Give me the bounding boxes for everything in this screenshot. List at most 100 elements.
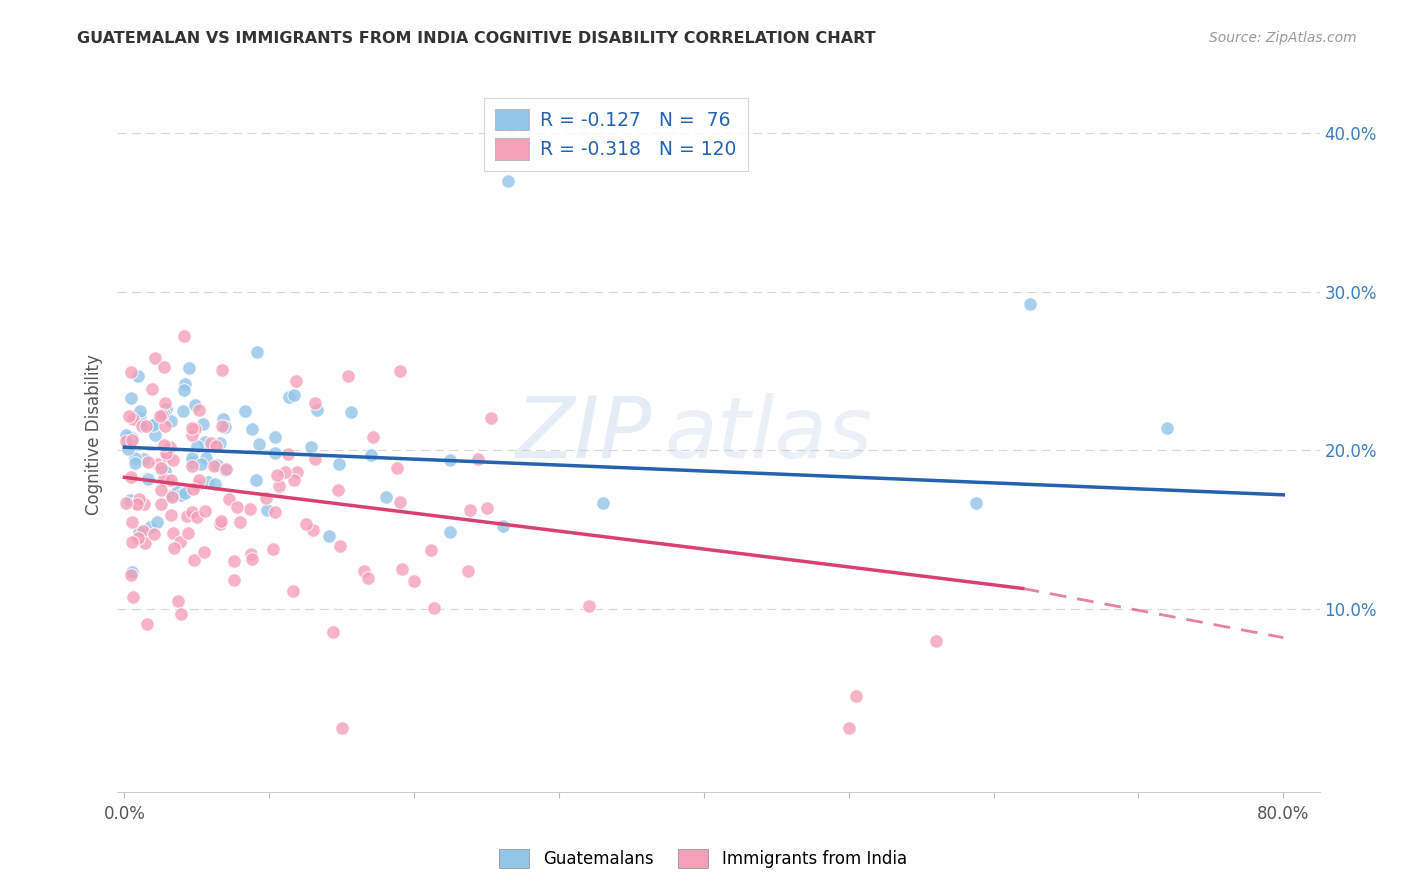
Point [195, 450, 218, 465]
Point [132, 417, 155, 431]
Point [209, 514, 232, 528]
Point [229, 516, 252, 530]
Point [322, 624, 344, 639]
Legend: R = -0.127   N =  76, R = -0.318   N = 120: R = -0.127 N = 76, R = -0.318 N = 120 [484, 97, 748, 171]
Point [150, 408, 173, 422]
Point [134, 536, 156, 550]
Point [330, 721, 353, 735]
Point [159, 508, 181, 522]
Point [150, 483, 173, 497]
Point [226, 500, 249, 515]
Point [121, 515, 143, 529]
Point [207, 458, 229, 472]
Point [149, 497, 172, 511]
Point [139, 520, 162, 534]
Point [284, 374, 307, 388]
Point [267, 479, 290, 493]
Point [174, 485, 197, 500]
Point [375, 490, 398, 504]
Point [247, 437, 270, 451]
Point [357, 571, 380, 585]
Point [336, 369, 359, 384]
Point [211, 363, 233, 377]
Point [121, 434, 143, 448]
Point [115, 427, 138, 442]
Point [340, 405, 363, 419]
Point [197, 475, 219, 490]
Point [194, 504, 217, 518]
Point [148, 457, 170, 471]
Point [391, 561, 413, 575]
Point [388, 364, 411, 378]
Point [180, 428, 202, 442]
Point [262, 541, 284, 556]
Text: GUATEMALAN VS IMMIGRANTS FROM INDIA COGNITIVE DISABILITY CORRELATION CHART: GUATEMALAN VS IMMIGRANTS FROM INDIA COGN… [77, 31, 876, 46]
Point [385, 461, 408, 475]
Point [215, 462, 238, 476]
Point [162, 525, 184, 540]
Point [304, 396, 326, 410]
Point [457, 564, 479, 578]
Point [153, 359, 176, 374]
Point [172, 404, 194, 418]
Point [200, 435, 222, 450]
Point [965, 496, 987, 510]
Point [304, 451, 326, 466]
Point [181, 451, 204, 466]
Point [439, 453, 461, 467]
Point [360, 448, 382, 462]
Point [146, 516, 169, 530]
Point [159, 440, 181, 454]
Point [361, 429, 384, 443]
Point [592, 496, 614, 510]
Point [246, 345, 269, 359]
Point [120, 567, 142, 582]
Point [167, 594, 190, 608]
Point [389, 494, 412, 508]
Y-axis label: Cognitive Disability: Cognitive Disability [86, 354, 103, 515]
Point [136, 455, 159, 469]
Point [160, 488, 183, 502]
Point [173, 383, 195, 397]
Point [173, 328, 195, 343]
Point [160, 489, 183, 503]
Point [184, 398, 207, 412]
Point [135, 419, 157, 434]
Point [283, 473, 305, 487]
Point [925, 634, 948, 648]
Point [479, 411, 502, 425]
Point [150, 463, 173, 477]
Point [127, 531, 149, 545]
Point [128, 404, 150, 418]
Point [143, 351, 166, 366]
Point [181, 458, 204, 473]
Point [170, 607, 193, 621]
Point [212, 412, 235, 426]
Point [202, 459, 225, 474]
Point [1156, 421, 1178, 435]
Point [180, 455, 202, 469]
Point [254, 491, 277, 505]
Point [211, 419, 233, 434]
Point [318, 529, 340, 543]
Point [155, 464, 177, 478]
Point [136, 616, 159, 631]
Text: ZIP: ZIP [516, 393, 652, 476]
Point [295, 516, 318, 531]
Point [209, 436, 232, 450]
Point [277, 447, 299, 461]
Point [181, 505, 204, 519]
Point [328, 457, 350, 471]
Text: atlas: atlas [664, 393, 872, 476]
Point [222, 554, 245, 568]
Point [186, 439, 208, 453]
Point [152, 437, 174, 451]
Point [115, 434, 138, 448]
Point [127, 369, 149, 384]
Point [120, 470, 142, 484]
Legend: Guatemalans, Immigrants from India: Guatemalans, Immigrants from India [492, 843, 914, 875]
Point [281, 584, 304, 599]
Point [329, 539, 352, 553]
Point [838, 721, 860, 735]
Point [245, 473, 267, 487]
